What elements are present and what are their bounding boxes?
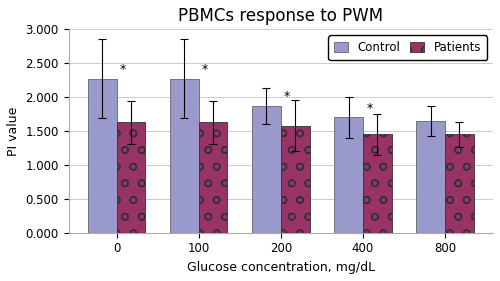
Text: *: *	[120, 63, 126, 76]
Bar	[334, 117, 363, 233]
Text: *: *	[366, 102, 372, 115]
Bar	[88, 79, 117, 233]
Bar	[416, 121, 445, 233]
Bar	[252, 106, 281, 233]
Text: *: *	[202, 63, 208, 76]
Bar	[281, 126, 310, 233]
Bar	[363, 134, 392, 233]
Bar	[198, 122, 228, 233]
X-axis label: Glucose concentration, mg/dL: Glucose concentration, mg/dL	[187, 261, 375, 274]
Title: PBMCs response to PWM: PBMCs response to PWM	[178, 7, 384, 25]
Legend: Control, Patients: Control, Patients	[328, 35, 487, 60]
Text: *: *	[284, 90, 290, 103]
Bar	[170, 79, 198, 233]
Bar	[116, 122, 146, 233]
Y-axis label: PI value: PI value	[7, 106, 20, 156]
Bar	[445, 134, 474, 233]
